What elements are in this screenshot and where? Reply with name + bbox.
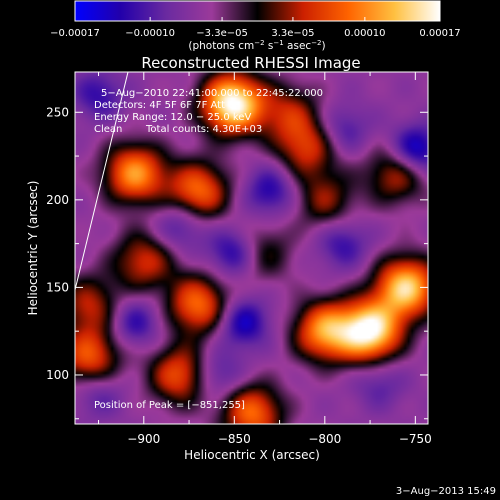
- time-range-label: 5−Aug−2010 22:41:00.000 to 22:45:22.000: [101, 88, 323, 99]
- x-tick-label: −900: [127, 432, 160, 446]
- footer-date: 3−Aug−2013 15:49: [396, 486, 496, 497]
- detectors-label: Detectors: 4F 5F 6F 7F Att 0: [94, 100, 235, 111]
- colorbar-tick-label: −0.00017: [50, 28, 100, 39]
- energy-range-label: Energy Range: 12.0 − 25.0 keV: [94, 112, 251, 123]
- x-axis-label: Heliocentric X (arcsec): [184, 448, 320, 462]
- y-axis-label: Heliocentric Y (arcsec): [26, 181, 40, 316]
- limb-line: [75, 72, 129, 291]
- axis-ticks: −900 −850 −800 −750 100 150 200 250: [46, 72, 432, 446]
- method-label: Clean: [94, 124, 122, 135]
- colorbar-tick-label: 0.00010: [344, 28, 385, 39]
- y-tick-label: 200: [46, 193, 69, 207]
- plot-area: [75, 72, 428, 424]
- colorbar-tick-label: −3.3e−05: [196, 28, 248, 39]
- colorbar-ticks: −0.00017 −0.00010 −3.3e−05 3.3e−05 0.00010 0.…: [50, 17, 461, 39]
- heatmap-image: [75, 72, 428, 424]
- y-tick-label: 100: [46, 368, 69, 382]
- colorbar-unit-label: (photons cm−2 s−1 asec−2): [188, 39, 325, 52]
- x-tick-label: −750: [399, 432, 432, 446]
- colorbar-tick-label: 0.00017: [419, 28, 460, 39]
- chart-title: Reconstructed RHESSI Image: [141, 54, 360, 72]
- y-tick-label: 250: [46, 105, 69, 119]
- x-tick-label: −850: [218, 432, 251, 446]
- peak-position-label: Position of Peak = [−851,255]: [94, 400, 245, 411]
- y-tick-label: 150: [46, 280, 69, 294]
- x-tick-label: −800: [308, 432, 341, 446]
- colorbar-tick-label: −0.00010: [125, 28, 175, 39]
- colorbar: [74, 0, 441, 22]
- colorbar-tick-label: 3.3e−05: [271, 28, 314, 39]
- plot-frame: [74, 71, 429, 425]
- total-counts-label: Total counts: 4.30E+03: [145, 124, 262, 135]
